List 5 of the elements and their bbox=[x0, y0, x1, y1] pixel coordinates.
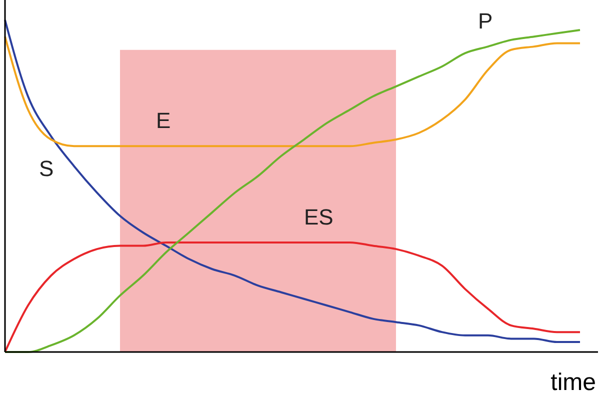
x-axis-title: time bbox=[550, 369, 596, 396]
series-label: ES bbox=[304, 204, 334, 230]
series-label: E bbox=[156, 108, 171, 134]
series-label: S bbox=[39, 156, 54, 182]
series-label: P bbox=[478, 8, 493, 34]
